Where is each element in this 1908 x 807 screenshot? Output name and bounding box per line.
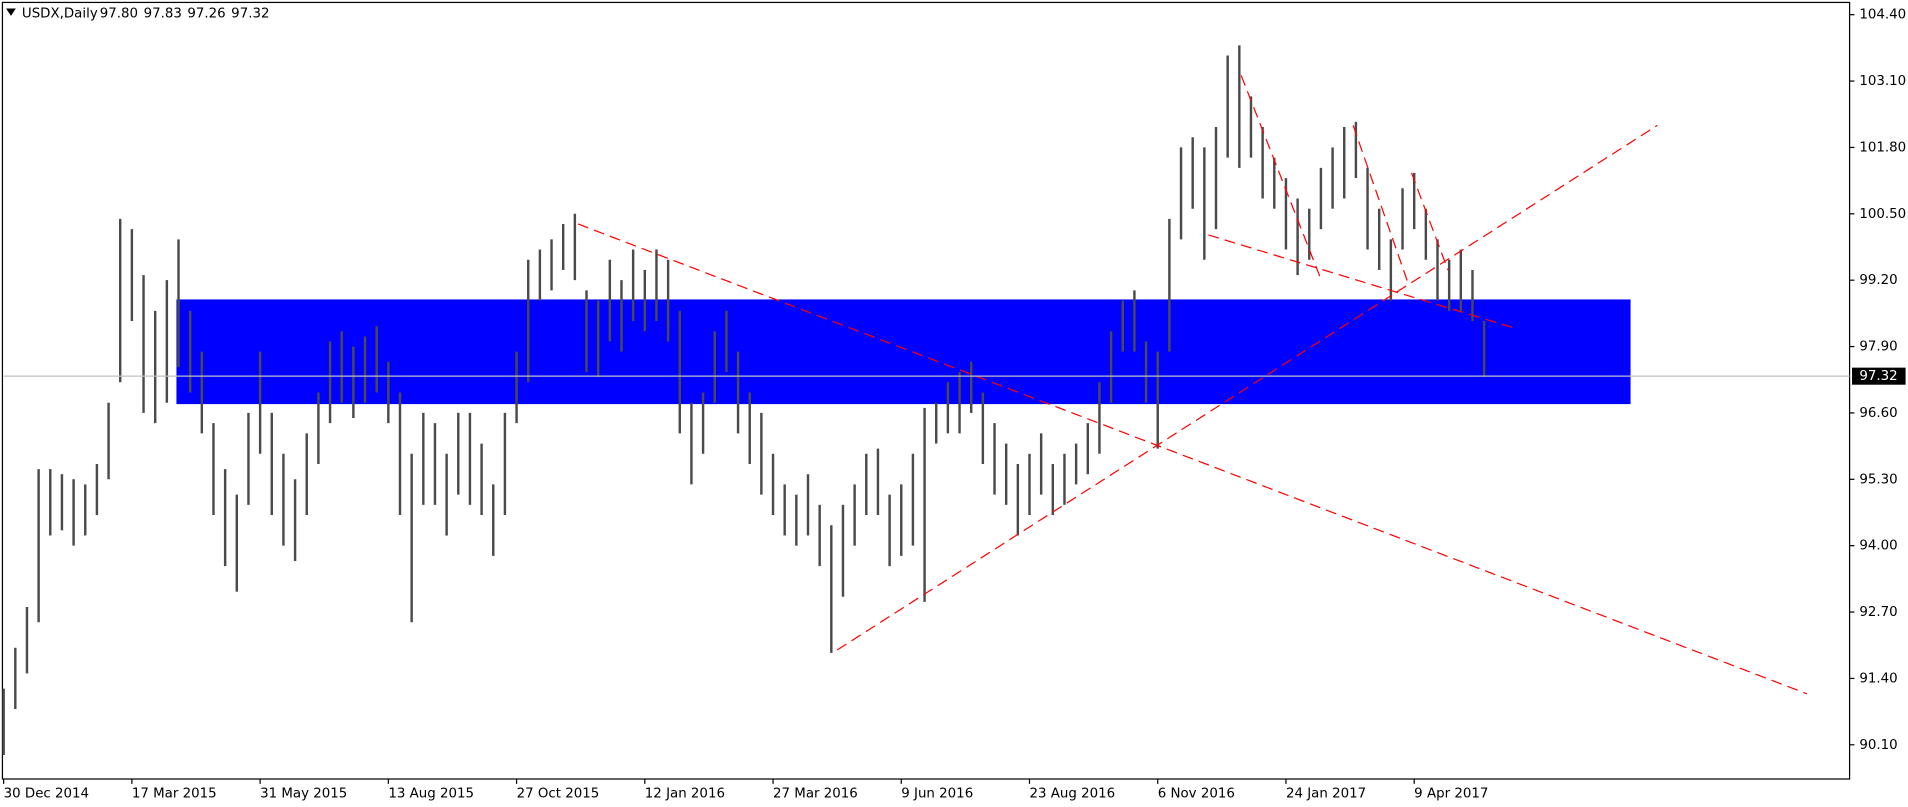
x-tick-label: 9 Apr 2017: [1414, 787, 1488, 802]
last-price-box: [1852, 367, 1906, 385]
trend-line: [1352, 125, 1410, 287]
y-tick-label: 96.60: [1859, 406, 1897, 421]
x-tick-label: 31 May 2015: [260, 787, 347, 802]
y-tick-label: 97.90: [1859, 340, 1897, 355]
x-tick-label: 6 Nov 2016: [1158, 787, 1235, 802]
y-tick-label: 92.70: [1859, 605, 1897, 620]
x-tick-label: 9 Jun 2016: [901, 787, 973, 802]
low: 97.26: [187, 6, 225, 21]
symbol: USDX,Daily: [22, 6, 98, 21]
trend-lines: [577, 75, 1808, 695]
trend-line: [836, 124, 1658, 651]
menu-arrow[interactable]: [6, 8, 16, 16]
x-tick-label: 13 Aug 2015: [388, 787, 474, 802]
y-tick-label: 101.80: [1859, 140, 1906, 155]
x-tick-label: 24 Jan 2017: [1286, 787, 1366, 802]
x-tick-label: 30 Dec 2014: [4, 787, 89, 802]
trend-line: [1240, 75, 1321, 278]
y-tick-label: 90.10: [1859, 738, 1897, 753]
zone: [176, 299, 1631, 405]
open: 97.80: [100, 6, 138, 21]
trend-line: [1410, 172, 1449, 271]
bars: [2, 45, 1486, 756]
y-tick-label: 100.50: [1859, 207, 1906, 222]
y-tick-label: 104.40: [1859, 8, 1906, 23]
x-tick-label: 17 Mar 2015: [132, 787, 217, 802]
last-price-label: 97.32: [1859, 369, 1897, 384]
y-tick-label: 103.10: [1859, 74, 1906, 89]
y-tick-label: 94.00: [1859, 539, 1897, 554]
plot-frame: [1, 1, 1851, 780]
y-tick-label: 95.30: [1859, 472, 1897, 487]
x-tick-label: 27 Oct 2015: [517, 787, 600, 802]
trend-line: [1208, 234, 1513, 329]
high: 97.83: [144, 6, 182, 21]
trend-line: [577, 223, 1808, 695]
close: 97.32: [231, 6, 269, 21]
x-tick-label: 23 Aug 2016: [1029, 787, 1115, 802]
x-tick-label: 12 Jan 2016: [645, 787, 725, 802]
x-tick-label: 27 Mar 2016: [773, 787, 858, 802]
y-tick-label: 91.40: [1859, 671, 1897, 686]
y-tick-label: 99.20: [1859, 273, 1897, 288]
